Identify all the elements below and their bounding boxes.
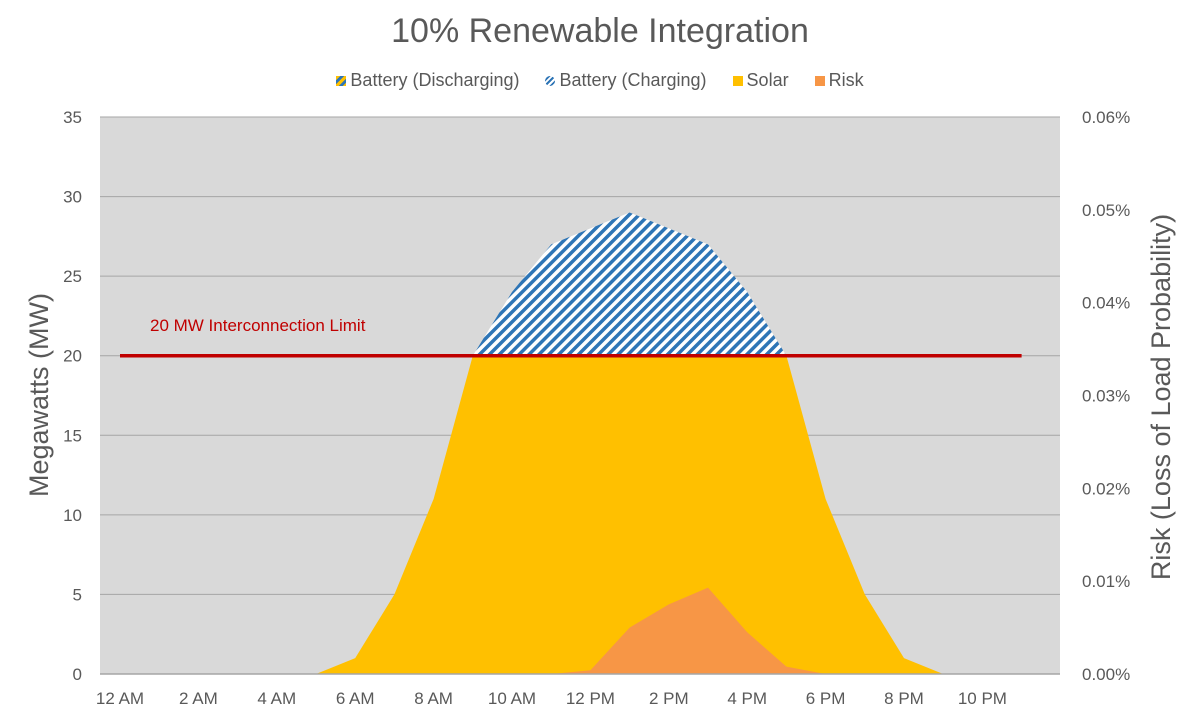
x-tick-label-6: 6 AM [336,689,375,708]
x-tick-label-12: 12 PM [566,689,615,708]
area-battery-charging [120,212,1022,674]
y-tick-label-30: 30 [63,188,82,207]
chart-title: 10% Renewable Integration [391,12,809,50]
y-tick-label-5: 5 [73,585,82,604]
chart-marks [120,212,1022,674]
legend-item-solar: Solar [732,70,789,91]
legend-item-battery-charging: Battery (Charging) [545,70,707,91]
x-tick-label-0: 12 AM [96,689,144,708]
legend-label-battery-charging: Battery (Charging) [559,70,707,90]
legend-swatch-solar [732,75,743,86]
legend-label-solar: Solar [746,70,789,90]
y2-tick-label-5: 0.05% [1082,201,1130,220]
x-tick-label-2: 2 AM [179,689,218,708]
y-tick-label-0: 0 [73,665,82,684]
x-tick-label-10: 10 AM [488,689,536,708]
legend-label-risk: Risk [828,70,864,90]
axes: 0 5 10 15 20 25 30 35 0.00% 0.01% 0.02% 0.03% 0.04% 0… [63,108,1130,708]
y-tick-label-10: 10 [63,506,82,525]
y2-tick-label-1: 0.01% [1082,572,1130,591]
y-tick-label-25: 25 [63,267,82,286]
y-tick-label-20: 20 [63,347,82,366]
legend-swatch-risk [814,75,825,86]
limit-annotation: 20 MW Interconnection Limit [150,316,366,335]
legend-swatch-battery-charging [545,75,556,86]
y-tick-label-35: 35 [63,108,82,127]
y2-axis-title: Risk (Loss of Load Probability) [1146,214,1176,580]
y2-tick-label-3: 0.03% [1082,387,1130,406]
y-tick-label-15: 15 [63,426,82,445]
area-solar [120,355,1022,674]
x-tick-label-22: 10 PM [958,689,1007,708]
x-tick-label-8: 8 AM [414,689,453,708]
legend-label-battery-discharging: Battery (Discharging) [350,70,520,90]
y2-tick-label-2: 0.02% [1082,479,1130,498]
legend-item-risk: Risk [814,70,864,91]
legend-item-battery-discharging: Battery (Discharging) [336,70,519,91]
x-tick-label-16: 4 PM [727,689,767,708]
y2-tick-label-4: 0.04% [1082,294,1130,313]
x-tick-label-14: 2 PM [649,689,689,708]
x-tick-label-20: 8 PM [884,689,924,708]
legend-swatch-battery-discharging [336,75,347,86]
y2-tick-label-0: 0.00% [1082,665,1130,684]
y2-tick-label-6: 0.06% [1082,108,1130,127]
x-tick-label-4: 4 AM [257,689,296,708]
x-tick-label-18: 6 PM [806,689,846,708]
legend: Battery (Discharging) Battery (Charging)… [0,70,1200,91]
y-axis-title: Megawatts (MW) [24,293,54,497]
